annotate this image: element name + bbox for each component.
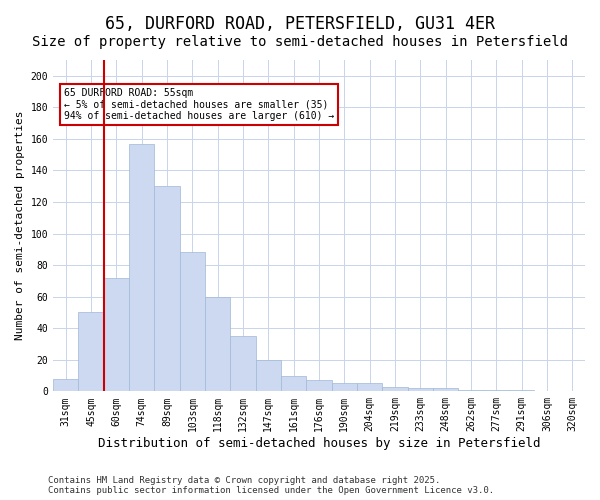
Bar <box>484 390 509 392</box>
Bar <box>104 278 129 392</box>
Bar <box>129 144 154 392</box>
Bar <box>53 378 79 392</box>
Bar <box>433 388 458 392</box>
Bar <box>256 360 281 392</box>
X-axis label: Distribution of semi-detached houses by size in Petersfield: Distribution of semi-detached houses by … <box>98 437 540 450</box>
Bar <box>332 384 357 392</box>
Bar <box>281 376 307 392</box>
Bar <box>179 252 205 392</box>
Bar <box>154 186 179 392</box>
Text: 65 DURFORD ROAD: 55sqm
← 5% of semi-detached houses are smaller (35)
94% of semi: 65 DURFORD ROAD: 55sqm ← 5% of semi-deta… <box>64 88 334 122</box>
Text: 65, DURFORD ROAD, PETERSFIELD, GU31 4ER: 65, DURFORD ROAD, PETERSFIELD, GU31 4ER <box>105 15 495 33</box>
Bar <box>205 296 230 392</box>
Bar <box>357 384 382 392</box>
Bar <box>458 390 484 392</box>
Y-axis label: Number of semi-detached properties: Number of semi-detached properties <box>15 111 25 340</box>
Bar <box>382 386 407 392</box>
Bar <box>307 380 332 392</box>
Text: Contains HM Land Registry data © Crown copyright and database right 2025.
Contai: Contains HM Land Registry data © Crown c… <box>48 476 494 495</box>
Bar <box>407 388 433 392</box>
Bar <box>230 336 256 392</box>
Bar <box>509 390 535 392</box>
Bar <box>79 312 104 392</box>
Text: Size of property relative to semi-detached houses in Petersfield: Size of property relative to semi-detach… <box>32 35 568 49</box>
